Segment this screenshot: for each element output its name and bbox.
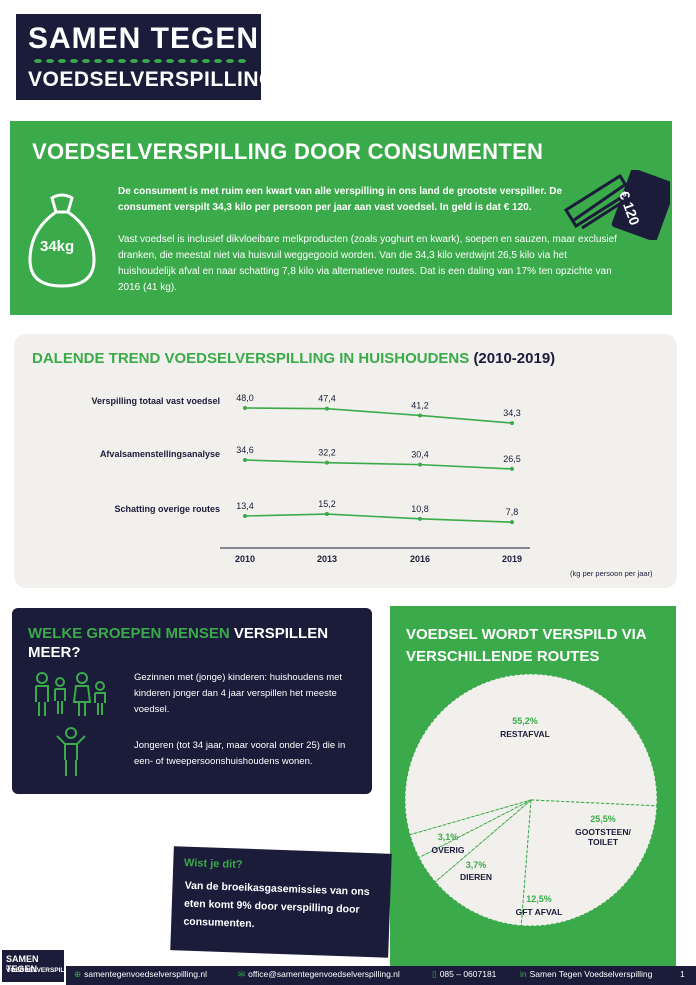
- footer-website[interactable]: ⊕ samentegenvoedselverspilling.nl: [74, 969, 207, 980]
- logo-line1: SAMEN TEGEN: [28, 22, 260, 55]
- series-2-label-3: 7,8: [506, 507, 519, 517]
- bag-icon: [28, 193, 96, 288]
- series-2-label-1: 15,2: [318, 499, 336, 509]
- slice-pct-gootsteen: 25,5%: [590, 814, 616, 824]
- fact-body: Van de broeikasgasemissies van ons eten …: [183, 879, 370, 931]
- groups-title: WELKE GROEPEN MENSEN VERSPILLEN MEER?: [28, 624, 358, 662]
- footer-logo-line2: VOEDSELVERSPILLING: [6, 967, 80, 974]
- series-label-2: Schatting overige routes: [114, 504, 220, 514]
- x-tick-2010: 2010: [235, 554, 255, 564]
- series-1-label-0: 34,6: [236, 445, 254, 455]
- series-2-label-2: 10,8: [411, 504, 429, 514]
- footer-linkedin-text: Samen Tegen Voedselverspilling: [529, 969, 653, 979]
- routes-title: VOEDSEL WORDT VERSPILD VIA VERSCHILLENDE…: [406, 626, 647, 665]
- series-0-label-1: 47,4: [318, 394, 336, 404]
- series-1-label-2: 30,4: [411, 450, 429, 460]
- slice-pct-gft: 12,5%: [526, 894, 552, 904]
- series-0-point-2: [418, 413, 422, 418]
- footer-phone-text: 085 – 0607181: [439, 969, 497, 979]
- trend-section: [14, 334, 677, 588]
- series-1-point-1: [325, 460, 329, 465]
- trend-title-years: (2010-2019): [473, 350, 556, 367]
- series-2-point-2: [418, 516, 422, 521]
- mail-icon: ✉: [238, 969, 246, 979]
- fact-title: Wist je dit?: [183, 856, 243, 872]
- globe-icon: ⊕: [74, 969, 82, 979]
- groups-title-green: WELKE GROEPEN MENSEN: [28, 625, 230, 642]
- wheat-divider-icon: [34, 59, 246, 63]
- series-0-label-3: 34,3: [503, 408, 521, 418]
- series-1-label-3: 26,5: [503, 454, 521, 464]
- trend-chart: 2010 2013 2016 2019 48,0 47,4 41,2 34,3 34,6 32,2…: [220, 393, 530, 564]
- footer-logo: SAMEN TEGEN VOEDSELVERSPILLING: [2, 950, 80, 982]
- series-0-point-1: [325, 406, 329, 411]
- slice-label-restafval: RESTAFVAL: [500, 729, 550, 739]
- x-tick-2013: 2013: [317, 554, 337, 564]
- pie-slice-0: [404, 673, 658, 836]
- slice-pct-restafval: 55,2%: [512, 716, 538, 726]
- series-2-point-0: [243, 514, 247, 518]
- pie-slice-1: [520, 799, 658, 927]
- series-1-label-1: 32,2: [318, 448, 336, 458]
- series-label-1: Afvalsamenstellingsanalyse: [99, 449, 220, 459]
- consumer-paragraph-1: De consument is met ruim een kwart van a…: [118, 186, 563, 213]
- x-tick-2019: 2019: [502, 554, 522, 564]
- trend-title: DALENDE TREND VOEDSELVERSPILLING IN HUIS…: [32, 350, 555, 367]
- series-0-label-2: 41,2: [411, 400, 429, 410]
- slice-label-gft: GFT AFVAL: [515, 907, 563, 917]
- series-label-0: Verspilling totaal vast voedsel: [91, 396, 220, 406]
- series-line-0: [244, 407, 513, 424]
- groups-title-rest: VERSPILLEN MEER?: [28, 625, 329, 661]
- series-2-point-3: [510, 520, 514, 525]
- series-0-point-0: [243, 406, 247, 410]
- footer-linkedin[interactable]: in Samen Tegen Voedselverspilling: [520, 969, 652, 979]
- x-tick-2016: 2016: [410, 554, 430, 564]
- slice-label-gootsteen: GOOTSTEEN/ TOILET: [575, 827, 631, 847]
- youth-icon: [56, 727, 86, 776]
- family-icon: [35, 672, 106, 716]
- footer-phone[interactable]: ▯ 085 – 0607181: [432, 969, 496, 980]
- phone-icon: ▯: [432, 969, 437, 979]
- linkedin-icon: in: [520, 969, 527, 979]
- series-line-2: [244, 513, 513, 523]
- consumer-section: [10, 121, 672, 315]
- series-line-1: [244, 459, 513, 470]
- footer-logo-line1: SAMEN TEGEN: [6, 954, 39, 974]
- series-1-point-2: [418, 462, 422, 467]
- series-2-label-0: 13,4: [236, 501, 254, 511]
- groups-item-2: Jongeren (tot 34 jaar, maar vooral onder…: [134, 740, 346, 767]
- consumer-title: VOEDSELVERSPILLING DOOR CONSUMENTEN: [32, 139, 544, 164]
- consumer-paragraph-2: Vast voedsel is inclusief dikvloeibare m…: [118, 234, 617, 293]
- pie-slice-2: [434, 798, 532, 927]
- series-1-point-3: [510, 466, 514, 471]
- footer-email-text: office@samentegenvoedselverspilling.nl: [248, 969, 400, 979]
- logo: SAMEN TEGEN VOEDSELVERSPILLING: [16, 14, 275, 100]
- trend-title-green: DALENDE TREND VOEDSELVERSPILLING IN HUIS…: [32, 350, 470, 367]
- bag-label: 34kg: [40, 238, 75, 255]
- series-2-point-1: [325, 512, 329, 517]
- series-1-point-0: [243, 458, 247, 462]
- series-0-label-0: 48,0: [236, 393, 254, 403]
- page-number: 1: [680, 969, 685, 979]
- slice-label-overig: OVERIG: [431, 845, 465, 855]
- logo-line2: VOEDSELVERSPILLING: [28, 68, 276, 91]
- slice-pct-overig: 3,1%: [437, 832, 459, 842]
- footer-website-text: samentegenvoedselverspilling.nl: [84, 969, 207, 979]
- slice-label-dieren: DIEREN: [459, 872, 493, 882]
- unit-note: (kg per persoon per jaar): [570, 569, 653, 578]
- groups-item-1: Gezinnen met (jonge) kinderen: huishoude…: [134, 672, 343, 715]
- footer-email[interactable]: ✉ office@samentegenvoedselverspilling.nl: [238, 969, 400, 980]
- groups-section: [12, 608, 372, 794]
- footer-bar: [66, 966, 696, 985]
- series-0-point-3: [510, 421, 514, 426]
- pie-slice-4: [409, 799, 532, 859]
- money-icon: [563, 170, 670, 240]
- slice-pct-dieren: 3,7%: [465, 860, 487, 870]
